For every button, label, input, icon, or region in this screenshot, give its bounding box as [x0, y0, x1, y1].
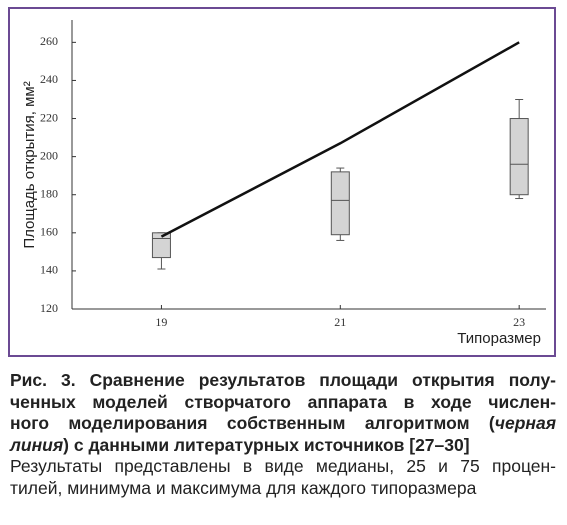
caption-text: ченных моделей створчатого аппарата в хо…: [10, 391, 556, 412]
caption-line: тилей, минимума и максимума для каждого …: [10, 478, 556, 500]
frame: [8, 7, 556, 357]
y-tick-label: 240: [40, 72, 58, 86]
caption-text: линия: [10, 434, 64, 455]
y-tick-label: 120: [40, 301, 58, 315]
x-tick-label: 23: [513, 315, 525, 329]
line: [160, 41, 520, 238]
caption-line: ного моделирования собственным алгоритмо…: [10, 413, 556, 435]
y-tick-label: 140: [40, 263, 58, 277]
y-tick-label: 220: [40, 110, 58, 124]
x-axis-label: Типоразмер: [457, 330, 541, 347]
y-tick-label: 260: [40, 34, 58, 48]
caption-text: тилей, минимума и максимума для каждого …: [10, 477, 477, 498]
caption-text: Рис. 3. Сравнение результатов площади от…: [10, 370, 556, 390]
caption-line: Рис. 3. Сравнение результатов площади от…: [10, 370, 556, 392]
y-axis-label: Площадь открытия, мм²: [21, 81, 38, 248]
caption: Рис. 3. Сравнение результатов площади от…: [10, 370, 556, 499]
y-tick-label: 200: [40, 148, 58, 162]
box: [330, 171, 350, 236]
caption-text: черная: [494, 413, 556, 433]
caption-line: линия) с данными литературных источников…: [10, 435, 556, 457]
x-tick-label: 21: [334, 315, 346, 329]
caption-line: ченных моделей створчатого аппарата в хо…: [10, 392, 556, 414]
caption-text: ного моделирования собственным алгоритмо…: [10, 413, 495, 433]
caption-text: ) с данными литературных источников [27–…: [63, 434, 470, 455]
x-tick-label: 19: [155, 315, 167, 329]
box: [509, 118, 529, 196]
y-tick-label: 160: [40, 225, 58, 239]
y-tick-label: 180: [40, 186, 58, 200]
caption-line: Результаты представлены в виде медианы, …: [10, 456, 556, 478]
caption-text: Результаты представлены в виде медианы, …: [10, 456, 556, 476]
chart: Площадь открытия, мм² Типоразмер 120 140 1…: [8, 7, 556, 357]
